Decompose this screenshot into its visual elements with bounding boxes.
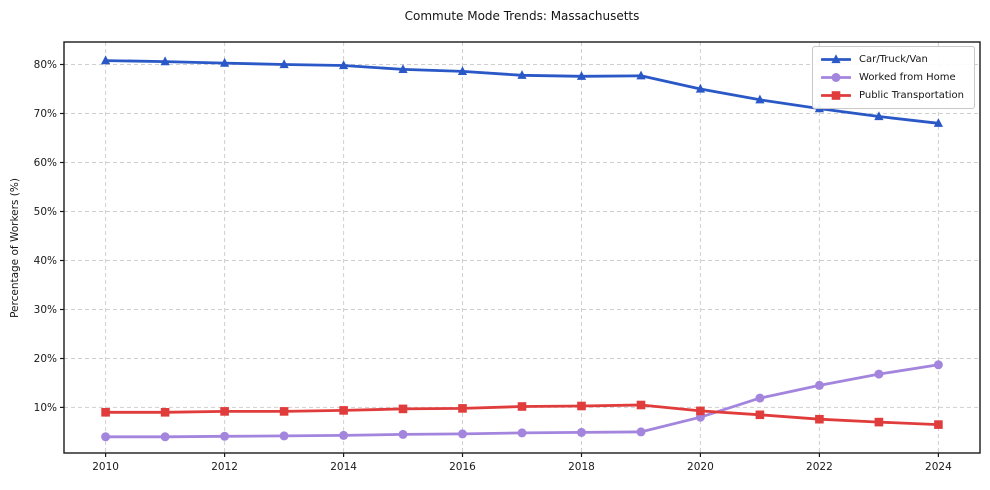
data-point-triangle	[576, 71, 587, 80]
x-tick-label: 2014	[330, 461, 357, 473]
legend-label: Public Transportation	[859, 90, 964, 101]
data-point-square	[220, 407, 229, 416]
data-point-triangle	[220, 57, 230, 67]
data-point-triangle	[398, 64, 408, 73]
x-tick-label: 2020	[687, 461, 714, 473]
data-point-triangle	[636, 70, 646, 80]
data-point-square	[696, 406, 705, 416]
data-point-square	[577, 401, 586, 411]
data-point-circle	[339, 430, 349, 440]
data-point-square	[458, 404, 467, 413]
data-point-circle	[279, 431, 289, 441]
data-point-circle	[220, 431, 230, 441]
data-point-square	[815, 414, 824, 424]
data-point-circle	[874, 369, 884, 379]
series-line	[104, 363, 940, 439]
legend-swatch-square-icon	[821, 91, 852, 100]
data-point-square	[874, 417, 884, 427]
data-point-square	[339, 406, 348, 415]
data-point-circle	[160, 432, 170, 442]
x-tick-label: 2016	[449, 461, 476, 473]
data-point-triangle	[160, 56, 170, 66]
data-point-square	[398, 404, 408, 414]
data-point-circle	[398, 429, 408, 439]
data-point-triangle	[517, 70, 527, 79]
data-point-square	[517, 402, 527, 411]
y-tick-label: 20%	[34, 353, 57, 365]
y-tick-label: 70%	[34, 108, 57, 120]
data-point-triangle	[279, 59, 289, 69]
x-tick-label: 2012	[211, 461, 238, 473]
y-tick-label: 10%	[34, 402, 57, 414]
data-point-square	[160, 408, 170, 417]
data-point-triangle	[339, 60, 349, 70]
legend-item: Public Transportation	[821, 89, 964, 102]
data-point-circle	[577, 427, 586, 437]
legend-box: Car/Truck/Van Worked from Home Public Tran…	[812, 46, 975, 109]
legend-item: Worked from Home	[821, 71, 964, 84]
x-tick-label: 2024	[925, 461, 952, 473]
legend-label: Worked from Home	[859, 72, 956, 83]
plot-frame	[63, 41, 981, 454]
chart-title: Commute Mode Trends: Massachusetts	[404, 9, 640, 23]
x-tick-label: 2022	[806, 461, 833, 473]
data-point-triangle	[874, 111, 884, 121]
data-point-circle	[933, 360, 943, 370]
data-point-square	[636, 400, 646, 410]
x-tick-label: 2018	[568, 461, 595, 473]
data-point-circle	[831, 73, 841, 82]
data-point-square	[279, 407, 289, 416]
y-tick-label: 30%	[34, 304, 57, 316]
data-point-triangle	[755, 94, 765, 104]
data-point-circle	[458, 429, 467, 439]
x-tick-label: 2010	[92, 461, 119, 473]
data-point-circle	[101, 432, 111, 442]
data-point-circle	[517, 428, 527, 438]
y-tick-label: 80%	[34, 59, 57, 71]
legend-swatch-circle-icon	[821, 73, 852, 82]
data-point-triangle	[831, 54, 841, 64]
data-point-triangle	[695, 83, 705, 93]
data-point-circle	[636, 427, 646, 437]
y-tick-label: 60%	[34, 157, 57, 169]
data-point-circle	[755, 393, 765, 403]
legend-label: Car/Truck/Van	[859, 54, 928, 65]
y-tick-label: 40%	[34, 255, 57, 267]
data-point-square	[831, 91, 841, 100]
legend-item: Car/Truck/Van	[821, 53, 964, 66]
legend-swatch-triangle-icon	[821, 54, 852, 64]
data-point-square	[934, 420, 943, 429]
data-point-triangle	[933, 118, 943, 127]
data-point-triangle	[457, 66, 468, 75]
data-point-circle	[814, 380, 824, 390]
y-tick-label: 50%	[34, 206, 57, 218]
data-point-triangle	[101, 55, 111, 65]
data-point-square	[755, 410, 765, 420]
data-point-square	[101, 408, 110, 417]
